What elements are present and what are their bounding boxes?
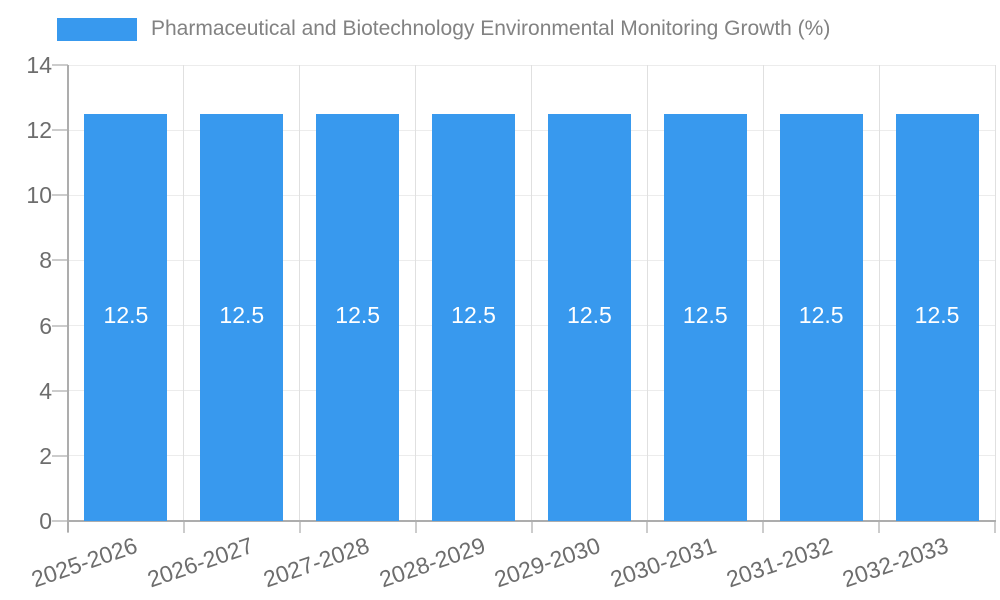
x-tick-label: 2032-2033 [839,532,952,593]
y-tick-mark [52,389,68,392]
bar [316,113,400,521]
gridline-vertical [183,65,185,521]
x-tick-label: 2027-2028 [259,532,373,593]
y-tick-mark [52,64,68,66]
y-axis-line [67,65,69,532]
x-tick-label: 2031-2032 [723,532,836,593]
x-tick-mark [762,522,765,533]
x-tick-mark [298,522,301,533]
y-tick-label: 0 [39,508,52,534]
bar-value-label: 12.5 [798,302,844,329]
y-tick-label: 2 [39,442,52,469]
legend-swatch [57,17,137,41]
y-tick-label: 10 [26,182,52,209]
x-tick-mark [530,522,533,533]
x-tick-label: 2026-2027 [143,532,257,593]
bar-value-label: 12.5 [451,302,496,329]
y-tick-label: 14 [26,52,52,78]
y-tick-mark [52,520,68,522]
bar [663,113,747,521]
y-tick-mark [52,324,68,327]
gridline-vertical [878,65,880,521]
y-tick-mark [52,454,68,457]
bar-value-label: 12.5 [682,302,728,329]
chart-legend: Pharmaceutical and Biotechnology Environ… [57,17,830,41]
y-tick-label: 8 [39,247,52,274]
x-tick-mark [182,522,185,533]
x-tick-label: 2030-2031 [607,532,720,593]
x-tick-mark [994,522,996,533]
y-tick-mark [52,259,68,262]
x-tick-label: 2025-2026 [27,532,141,593]
x-tick-label: 2029-2030 [491,532,604,593]
gridline-vertical [994,65,996,521]
bar [895,113,979,521]
x-axis-line [67,520,996,522]
y-tick-label: 6 [39,312,52,339]
y-tick-label: 12 [26,117,52,144]
gridline-vertical [299,65,301,521]
plot-area: 12.5 12.5 12.5 12.5 12.5 12.5 12.5 12.5 [52,64,996,533]
x-tick-mark [878,522,881,533]
y-tick-label: 4 [39,377,52,404]
bar-value-label: 12.5 [567,302,612,329]
gridline-vertical [646,65,648,521]
chart-title: Pharmaceutical and Biotechnology Environ… [151,17,831,40]
bar-value-label: 12.5 [103,302,149,329]
bar [547,113,631,521]
bar-value-label: 12.5 [335,302,381,329]
bar [432,113,516,521]
gridline-vertical [531,65,532,521]
bar-value-label: 12.5 [219,302,265,329]
gridline-vertical [762,65,764,521]
x-tick-mark [414,522,417,533]
bar-value-label: 12.5 [914,302,960,329]
x-tick-label: 2028-2029 [375,532,489,593]
bar [84,113,168,521]
bar [779,113,863,521]
bar [200,113,284,521]
x-tick-mark [646,522,649,533]
gridline-vertical [415,65,417,521]
y-tick-mark [52,194,68,197]
y-tick-mark [52,129,68,132]
